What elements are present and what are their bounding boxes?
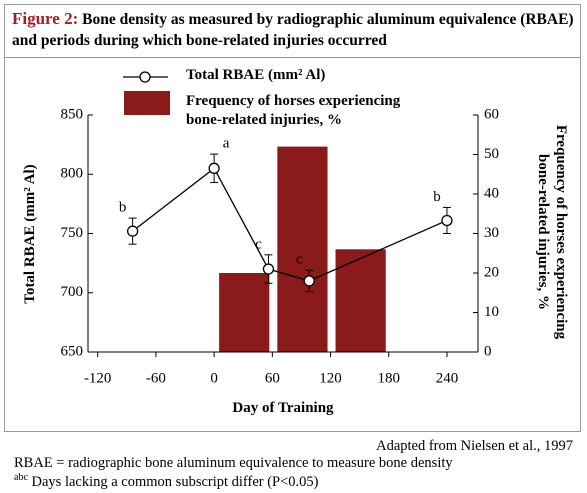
bar bbox=[335, 249, 386, 352]
x-axis-title: Day of Training bbox=[232, 400, 334, 416]
y-tick-label: 700 bbox=[61, 284, 84, 300]
y2-tick-label: 0 bbox=[484, 343, 492, 359]
x-tick-label: 0 bbox=[210, 370, 218, 386]
legend-marker bbox=[139, 71, 151, 83]
footnote-superscript: abc bbox=[14, 472, 28, 483]
title-block: Figure 2: Bone density as measured by ra… bbox=[12, 8, 577, 51]
data-label: b bbox=[433, 189, 441, 205]
point bbox=[262, 263, 275, 275]
bar bbox=[219, 273, 270, 352]
x-tick-label: 180 bbox=[377, 370, 400, 386]
legend-line-label: Total RBAE (mm² Al) bbox=[186, 67, 326, 83]
point bbox=[126, 225, 139, 237]
data-label: c bbox=[255, 236, 262, 252]
point bbox=[441, 214, 453, 227]
legend-swatch bbox=[124, 91, 170, 115]
title: Bone density as measured by radiographic… bbox=[12, 11, 574, 49]
point bbox=[208, 162, 220, 174]
y-tick-label: 750 bbox=[61, 225, 84, 241]
source: Adapted from Nielsen et al., 1997 bbox=[376, 438, 573, 454]
footnote: abc Days lacking a common subscript diff… bbox=[14, 472, 319, 491]
y2-tick-label: 60 bbox=[484, 106, 499, 122]
x-tick-label: -120 bbox=[84, 370, 112, 386]
x-tick-label: 240 bbox=[436, 370, 459, 386]
figure-label: Figure 2: bbox=[12, 9, 79, 28]
data-label: a bbox=[223, 136, 230, 152]
y2-tick-label: 30 bbox=[484, 225, 499, 241]
x-tick-label: 120 bbox=[319, 370, 342, 386]
footnote-text: Days lacking a common subscript differ (… bbox=[27, 473, 319, 490]
y-axis-title: Total RBAE (mm² Al) bbox=[22, 164, 38, 304]
x-tick-label: 60 bbox=[265, 370, 280, 386]
bar bbox=[277, 146, 328, 352]
data-label: b bbox=[119, 200, 127, 216]
data-label: c bbox=[296, 252, 303, 268]
note: RBAE = radiographic bone aluminum equiva… bbox=[14, 455, 453, 471]
y2-tick-label: 40 bbox=[484, 185, 499, 201]
y2-tick-label: 50 bbox=[484, 146, 499, 162]
y2-tick-label: 20 bbox=[484, 264, 499, 280]
y-tick-label: 850 bbox=[61, 106, 84, 122]
legend-bar-label: Frequency of horses experiencing bone-re… bbox=[186, 93, 401, 128]
y2-tick-label: 10 bbox=[484, 304, 499, 320]
x-tick-label: -60 bbox=[146, 370, 166, 386]
point bbox=[303, 275, 315, 287]
separator bbox=[4, 57, 581, 58]
y2-axis-title: Frequency of horses experiencing bone-re… bbox=[535, 124, 569, 340]
y-tick-label: 650 bbox=[61, 343, 84, 359]
frame bbox=[4, 4, 581, 432]
y-tick-label: 800 bbox=[61, 166, 84, 182]
